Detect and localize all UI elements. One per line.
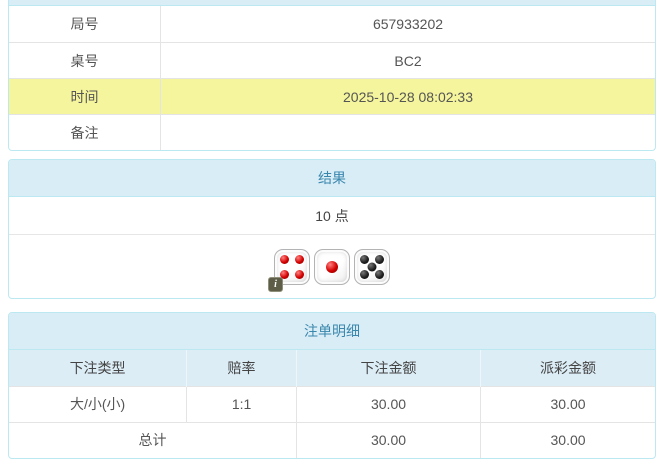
info-row-time: 时间 2025-10-28 08:02:33 xyxy=(9,78,655,114)
time-value: 2025-10-28 08:02:33 xyxy=(343,89,473,105)
info-tooltip-icon[interactable]: i xyxy=(268,276,283,292)
time-label: 时间 xyxy=(9,79,161,114)
result-points: 10 点 xyxy=(9,197,655,235)
pip xyxy=(326,260,338,273)
die-3-wrap xyxy=(354,248,390,285)
die-3 xyxy=(354,248,390,285)
die-1-pips xyxy=(275,250,309,284)
remark-value xyxy=(161,115,655,150)
bet-row: 大/小(小) 1:1 30.00 30.00 xyxy=(9,385,655,422)
dice-row: i xyxy=(9,235,655,298)
column-header-odds: 赔率 xyxy=(186,350,297,386)
remark-label: 备注 xyxy=(9,115,161,150)
die-2-wrap xyxy=(314,248,350,285)
pip xyxy=(360,269,369,279)
game-info-heading-partial xyxy=(9,0,655,6)
table-number-label: 桌号 xyxy=(9,43,161,78)
table-number-value: BC2 xyxy=(394,53,422,69)
pip xyxy=(375,269,384,279)
round-number-label: 局号 xyxy=(9,6,161,42)
pip xyxy=(375,254,384,264)
total-payout-cell: 30.00 xyxy=(480,421,655,458)
column-header-bet-amount: 下注金额 xyxy=(296,350,482,386)
die-1 xyxy=(274,248,310,285)
info-row-round: 局号 657933202 xyxy=(9,6,655,42)
die-2 xyxy=(314,248,350,285)
total-label-cell: 总计 xyxy=(9,421,297,458)
bet-payout-cell: 30.00 xyxy=(480,385,655,422)
pip xyxy=(280,269,289,279)
pip xyxy=(367,262,377,271)
die-2-pips xyxy=(315,250,349,284)
bet-details-panel: 注单明细 下注类型 赔率 下注金额 派彩金额 大/小(小) 1:1 30.00 … xyxy=(8,312,656,459)
info-row-remark: 备注 xyxy=(9,114,655,150)
bet-table-header-row: 下注类型 赔率 下注金额 派彩金额 xyxy=(9,350,655,386)
game-info-panel: 局号 657933202 桌号 BC2 时间 2025-10-28 08:02:… xyxy=(8,0,656,151)
pip xyxy=(295,269,304,279)
bet-details-title: 注单明细 xyxy=(9,313,655,350)
bet-type-cell: 大/小(小) xyxy=(9,385,188,422)
result-panel-title: 结果 xyxy=(9,160,655,197)
bet-odds-cell: 1:1 xyxy=(186,385,297,422)
column-header-payout: 派彩金额 xyxy=(480,350,655,386)
result-panel: 结果 10 点 i xyxy=(8,159,656,299)
die-3-pips xyxy=(355,250,389,284)
pip xyxy=(360,254,369,264)
total-row: 总计 30.00 30.00 xyxy=(9,421,655,458)
column-header-bet-type: 下注类型 xyxy=(9,350,188,386)
round-number-value: 657933202 xyxy=(372,16,444,32)
bet-details-table: 下注类型 赔率 下注金额 派彩金额 大/小(小) 1:1 30.00 30.00… xyxy=(9,350,655,458)
bet-amount-cell: 30.00 xyxy=(296,385,482,422)
info-row-table: 桌号 BC2 xyxy=(9,42,655,78)
pip xyxy=(280,254,289,264)
die-1-wrap: i xyxy=(268,248,310,292)
pip xyxy=(295,254,304,264)
total-bet-amount-cell: 30.00 xyxy=(296,421,482,458)
